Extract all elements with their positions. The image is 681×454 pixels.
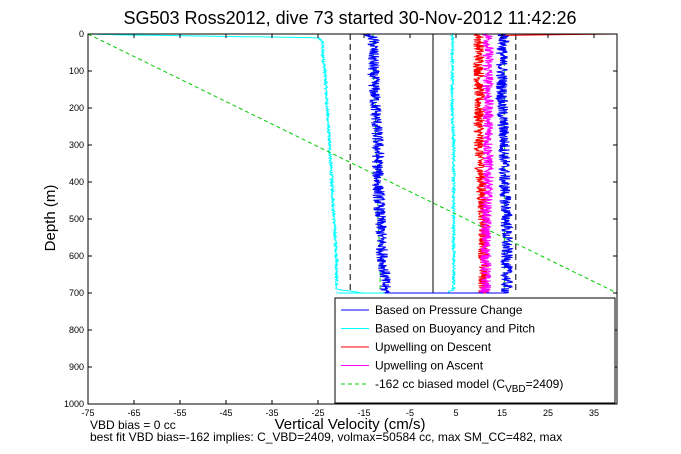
series-line-0-0 <box>358 34 391 294</box>
y-tick-label: 1000 <box>64 399 84 409</box>
y-tick-label: 900 <box>69 362 84 372</box>
y-tick-label: 100 <box>69 66 84 76</box>
y-tick-label: 800 <box>69 325 84 335</box>
legend-entry-label: Upwelling on Descent <box>375 340 492 354</box>
x-tick-label: -35 <box>265 408 278 418</box>
legend-entry-label: Based on Pressure Change <box>375 303 523 317</box>
y-axis-label: Depth (m) <box>42 185 59 252</box>
axis-ticks: -75 -65 -55 -45 -35 -25 -15 -5 5 15 25 350100200300… <box>64 29 617 418</box>
chart-title: SG503 Ross2012, dive 73 started 30-Nov-2… <box>124 8 577 28</box>
series-line-4-0 <box>372 34 381 293</box>
best-fit-note: best fit VBD bias=-162 implies: C_VBD=24… <box>90 430 563 444</box>
x-tick-label: -65 <box>127 408 140 418</box>
y-tick-label: 700 <box>69 288 84 298</box>
x-tick-label: -45 <box>219 408 232 418</box>
y-tick-label: 200 <box>69 103 84 113</box>
legend-box <box>334 297 616 404</box>
y-tick-label: 400 <box>69 177 84 187</box>
x-tick-label: -55 <box>173 408 186 418</box>
x-tick-label: -75 <box>81 408 94 418</box>
series-line-1-1 <box>447 34 457 294</box>
series-line-0-1 <box>494 34 514 294</box>
x-axis-label: Vertical Velocity (cm/s) <box>275 416 426 433</box>
y-tick-label: 0 <box>79 29 84 39</box>
chart-legend: Based on Pressure Change Based on Buoyanc… <box>334 297 616 404</box>
legend-entry-label: -162 cc biased model (CVBD=2409) <box>375 377 563 395</box>
x-tick-label: 15 <box>497 408 507 418</box>
series-line-3-0 <box>478 34 495 294</box>
legend-entry-label: Based on Buoyancy and Pitch <box>375 322 535 336</box>
vbd-bias-note: VBD bias = 0 cc <box>90 418 176 432</box>
x-tick-label: -5 <box>406 408 414 418</box>
legend-entry-label: Upwelling on Ascent <box>375 359 484 373</box>
x-tick-label: -15 <box>357 408 370 418</box>
y-tick-label: 500 <box>69 214 84 224</box>
plot-area <box>88 34 617 294</box>
y-tick-label: 300 <box>69 140 84 150</box>
y-tick-label: 600 <box>69 251 84 261</box>
x-tick-label: 25 <box>543 408 553 418</box>
series-line-2-0 <box>473 34 490 294</box>
x-tick-label: -25 <box>311 408 324 418</box>
series-line-1-0 <box>88 34 364 294</box>
x-tick-label: 35 <box>589 408 599 418</box>
series-line-4-2 <box>88 34 617 294</box>
x-tick-label: 5 <box>453 408 458 418</box>
